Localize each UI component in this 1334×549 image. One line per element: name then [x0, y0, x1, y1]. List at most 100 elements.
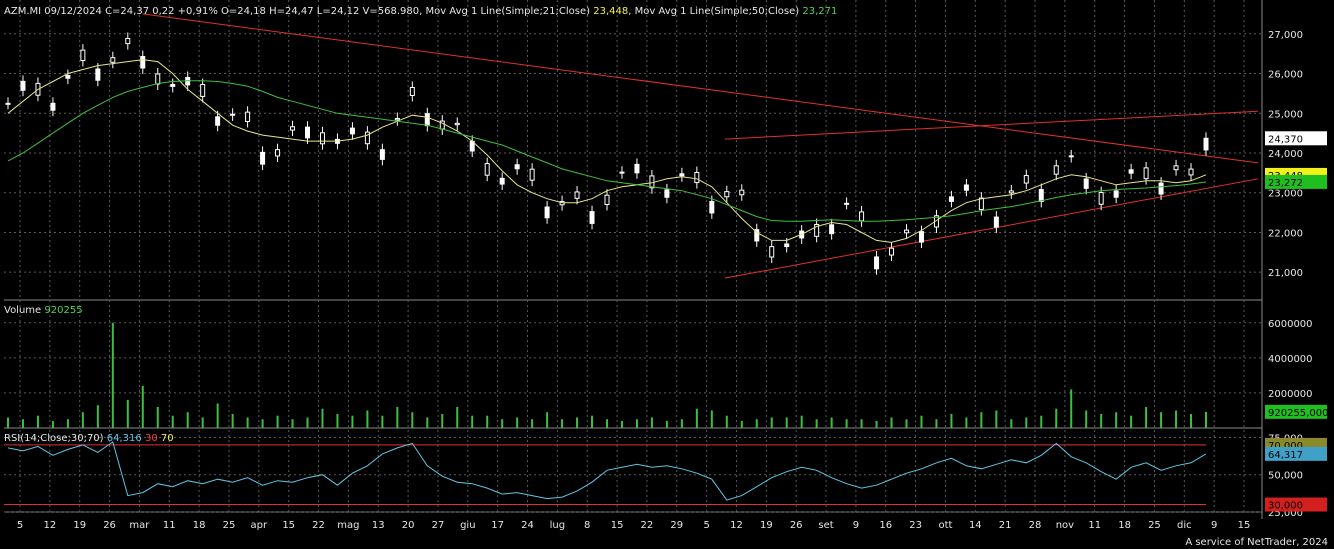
candle-body	[1113, 190, 1119, 198]
x-tick-label: 24	[521, 520, 534, 531]
volume-bar	[785, 417, 788, 428]
x-tick-label: 28	[1029, 520, 1042, 531]
volume-bar	[1130, 415, 1133, 428]
price-candle	[155, 67, 161, 90]
x-tick-label: 22	[312, 520, 325, 531]
volume-bar	[351, 415, 354, 428]
candle-body	[65, 75, 71, 79]
price-candle	[664, 183, 670, 204]
price-candle	[20, 75, 26, 97]
volume-bar	[81, 412, 84, 428]
volume-bar	[1025, 417, 1028, 428]
candle-body	[379, 149, 385, 160]
price-candle	[529, 163, 535, 187]
price-candle	[65, 69, 71, 85]
candle-body	[245, 111, 251, 122]
price-candle	[290, 120, 296, 137]
price-candle	[978, 192, 984, 216]
x-tick-label: set	[818, 520, 833, 531]
rsi-label: RSI(14;Close;30;70)	[4, 433, 104, 444]
x-tick-label: 8	[584, 520, 590, 531]
x-tick-label: 25	[1148, 520, 1161, 531]
price-y-tick-label: 21,000	[1268, 268, 1303, 279]
ma21-line	[7, 59, 1207, 243]
volume-bar	[950, 413, 953, 428]
rsi-value: 64,316	[106, 433, 142, 444]
volume-bar	[650, 417, 653, 428]
volume-bar	[576, 417, 579, 428]
volume-bar	[141, 385, 144, 428]
price-candle	[469, 135, 475, 157]
volume-tag-bg	[1265, 404, 1327, 419]
price-candle	[814, 218, 820, 243]
x-tick-label: 5	[703, 520, 709, 531]
volume-bar	[531, 419, 534, 428]
x-tick-label: 15	[611, 520, 624, 531]
volume-bar	[1175, 410, 1178, 428]
rsi-upper-level: 70	[160, 433, 174, 444]
volume-bar	[261, 419, 264, 428]
candle-body	[574, 191, 580, 199]
price-candle	[215, 110, 221, 132]
volume-bar	[306, 417, 309, 428]
volume-bar	[815, 419, 818, 428]
volume-value: 920255	[44, 305, 83, 316]
rsi-value-tag: 64,317	[1268, 450, 1303, 461]
volume-bar	[620, 420, 623, 428]
x-tick-label: 12	[43, 520, 56, 531]
price-candle	[140, 50, 146, 74]
volume-bar	[381, 415, 384, 428]
price-candle	[889, 242, 895, 261]
volume-bar	[1205, 411, 1207, 428]
trendline-channel-upper	[724, 110, 1259, 140]
x-tick-label: 26	[790, 520, 803, 531]
volume-bar	[845, 419, 848, 428]
ma50-label: Mov Avg 1 Line(Simple;50;Close)	[634, 6, 800, 17]
volume-bar	[66, 419, 69, 428]
volume-bar	[875, 420, 878, 428]
x-tick-label: dic	[1177, 520, 1192, 531]
volume-label: Volume	[4, 305, 42, 316]
rsi-header: RSI(14;Close;30;70) 64,316 30 70	[4, 433, 174, 444]
volume-bar	[336, 413, 339, 428]
price-candle	[1068, 149, 1074, 163]
x-tick-label: 18	[1118, 520, 1131, 531]
price-candle	[574, 185, 580, 205]
price-candle	[829, 218, 835, 240]
volume-bar	[1040, 415, 1043, 428]
rsi-lower-tag-bg	[1265, 497, 1327, 512]
price-candle	[904, 224, 909, 239]
volume-bar	[486, 415, 489, 428]
volume-bar	[965, 417, 968, 428]
volume-bar	[396, 406, 399, 428]
candle-body	[544, 206, 550, 219]
candle-body	[364, 131, 370, 145]
price-candle	[948, 190, 954, 208]
rsi-y-tick-label: 50,000	[1268, 471, 1303, 482]
volume-bar	[591, 415, 594, 428]
rsi-y-tick-label: 25,000	[1268, 508, 1303, 519]
price-candle	[484, 157, 490, 182]
price-y-tick-label: 25,000	[1268, 109, 1303, 120]
price-candle	[409, 81, 415, 102]
volume-bar	[441, 413, 444, 428]
candle-body	[694, 171, 700, 184]
price-candle	[679, 167, 685, 182]
candle-body	[140, 56, 146, 69]
candle-body	[80, 49, 86, 62]
price-candle	[874, 250, 880, 275]
volume-bar	[36, 415, 39, 428]
candle-body	[260, 151, 266, 165]
x-tick-label: mag	[337, 520, 359, 531]
price-y-tick-label: 23,000	[1268, 189, 1303, 200]
candle-body	[918, 231, 924, 243]
volume-bar	[561, 419, 564, 428]
rsi-lower-level: 30	[144, 433, 158, 444]
candle-body	[859, 211, 865, 222]
candle-body	[754, 229, 760, 242]
volume-bar	[740, 420, 743, 428]
x-tick-label: 13	[372, 520, 385, 531]
volume-bar	[51, 420, 54, 428]
candle-body	[1158, 182, 1164, 195]
